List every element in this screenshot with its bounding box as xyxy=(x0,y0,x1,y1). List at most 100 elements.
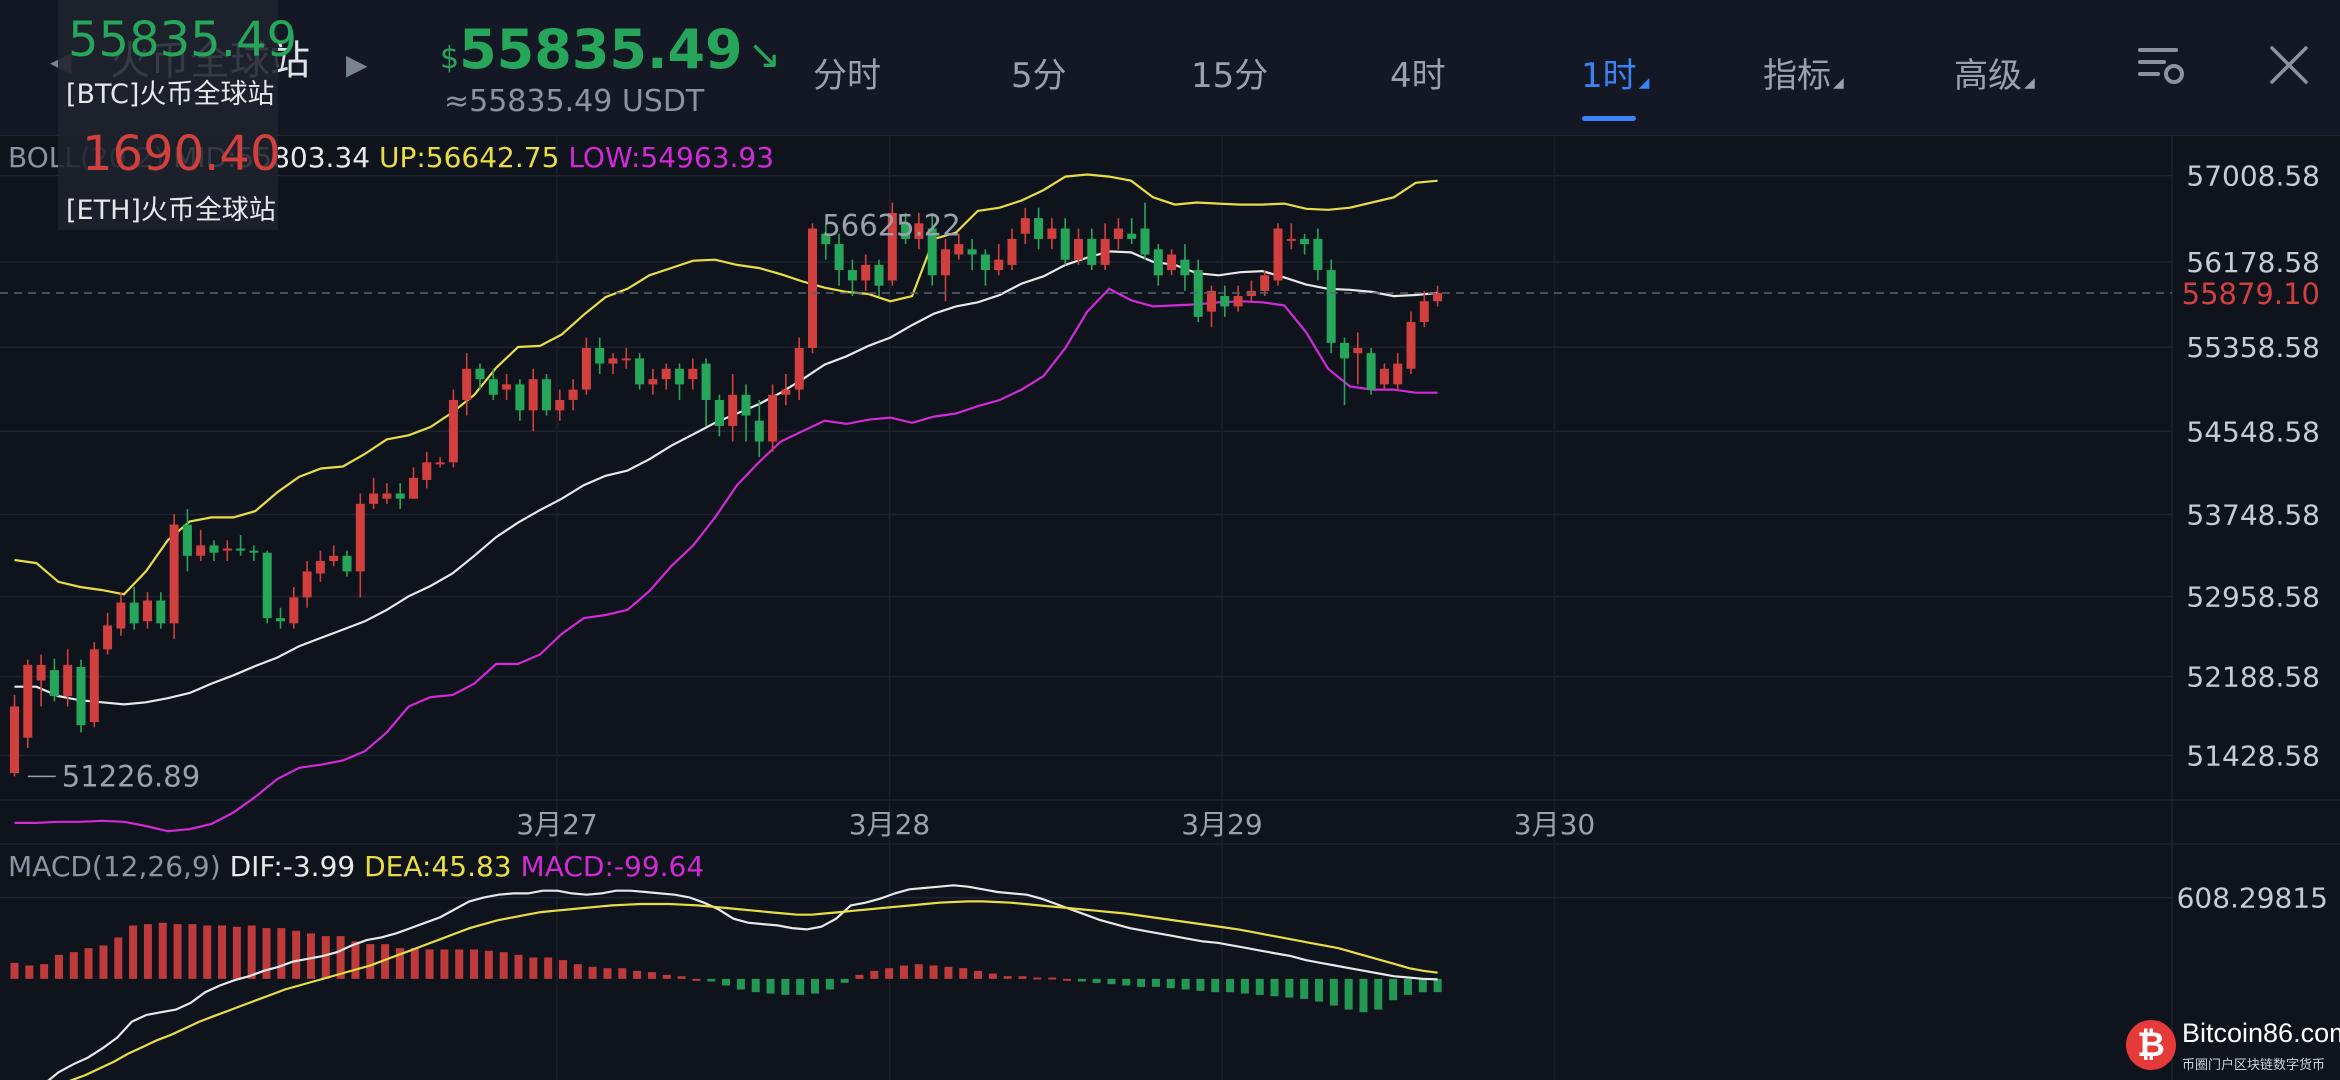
candle-body xyxy=(329,555,339,562)
candle-body xyxy=(1220,296,1230,307)
macd-histogram-bar xyxy=(1181,978,1190,990)
macd-histogram-bar xyxy=(143,924,152,979)
candle-body xyxy=(355,503,365,572)
tab-5min[interactable]: 5分 xyxy=(1011,48,1067,97)
macd-histogram-bar xyxy=(1270,978,1279,997)
y-tick-label: 54548.58 xyxy=(2186,415,2320,448)
tab-4hour[interactable]: 4时 xyxy=(1390,48,1446,97)
candle-body xyxy=(262,552,272,619)
macd-histogram-bar xyxy=(410,948,419,979)
macd-histogram-bar xyxy=(1033,977,1042,980)
candle-body xyxy=(1113,228,1123,239)
macd-histogram-bar xyxy=(10,962,19,979)
macd-histogram-bar xyxy=(292,930,301,979)
x-tick-label: 3月29 xyxy=(1181,808,1262,841)
x-tick-label: 3月30 xyxy=(1514,808,1595,841)
macd-histogram-bar xyxy=(425,949,434,979)
btc-price: 55835.49 xyxy=(68,12,298,68)
candle-body xyxy=(209,545,219,553)
macd-histogram-bar xyxy=(707,978,716,982)
active-tab-indicator xyxy=(1582,116,1636,121)
tab-15min[interactable]: 15分 xyxy=(1191,48,1268,97)
candle-body xyxy=(1260,275,1270,291)
candle-body xyxy=(488,379,498,395)
macd-histogram-bar xyxy=(988,973,997,979)
y-tick-label: 51428.58 xyxy=(2186,739,2320,772)
candle-body xyxy=(1313,238,1323,271)
close-icon[interactable] xyxy=(2268,44,2310,86)
x-tick-label: 3月28 xyxy=(849,808,930,841)
macd-histogram-bar xyxy=(114,937,123,979)
dropdown-caret-icon: ◢ xyxy=(1638,75,1650,91)
btc-label: [BTC]火币全球站 xyxy=(66,79,275,110)
candle-body xyxy=(342,555,352,572)
current-price-tag xyxy=(2176,273,2336,314)
candle-body xyxy=(36,664,46,681)
macd-histogram-bar xyxy=(499,952,508,979)
ticker-overlay[interactable]: 55835.49 [BTC]火币全球站 1690.40 [ETH]火币全球站 xyxy=(58,0,297,230)
candle-body xyxy=(63,664,73,697)
dropdown-caret-icon: ◢ xyxy=(1833,75,1844,91)
macd-histogram-bar xyxy=(1300,978,1309,999)
candle-body xyxy=(1060,228,1070,260)
candle-body xyxy=(49,670,59,697)
candle-body xyxy=(914,223,924,239)
tab-advanced[interactable]: 高级 ◢ xyxy=(1954,48,2035,97)
macd-histogram-bar xyxy=(99,945,108,979)
candle-body xyxy=(103,625,113,650)
candle-body xyxy=(1366,353,1376,390)
candle-body xyxy=(635,358,645,385)
macd-histogram-bar xyxy=(929,965,938,979)
candle-body xyxy=(196,545,206,556)
candle-body xyxy=(1419,301,1429,323)
macd-histogram-bar xyxy=(1240,978,1249,994)
macd-histogram-bar xyxy=(173,924,182,979)
macd-histogram-bar xyxy=(1003,976,1012,979)
candle-body xyxy=(249,550,259,553)
tab-label: 5分 xyxy=(1011,56,1067,96)
macd-histogram-bar xyxy=(974,970,983,979)
macd-histogram-bar xyxy=(188,924,197,979)
macd-histogram-bar xyxy=(1063,978,1072,981)
macd-dea-line xyxy=(69,900,1438,1080)
macd-histogram-bar xyxy=(247,925,256,979)
candle-body xyxy=(887,212,897,281)
macd-histogram-bar xyxy=(366,944,375,979)
macd-histogram-bar xyxy=(603,968,612,979)
candle-body xyxy=(661,368,671,380)
macd-histogram-bar xyxy=(277,928,286,979)
tab-indicators[interactable]: 指标 ◢ xyxy=(1763,48,1844,97)
candle-body xyxy=(1326,270,1336,343)
macd-histogram-bar xyxy=(1018,976,1027,979)
macd-dea: DEA:45.83 xyxy=(364,850,512,883)
macd-histogram-bar xyxy=(1285,978,1294,998)
candle-body xyxy=(714,399,724,426)
candle-body xyxy=(688,368,698,380)
chart-settings-icon[interactable] xyxy=(2136,42,2188,90)
y-tick-label: 55358.58 xyxy=(2186,331,2320,364)
x-tick-label: 3月27 xyxy=(516,808,597,841)
tab-timeline[interactable]: 分时 xyxy=(813,48,881,97)
candle-body xyxy=(1393,363,1403,385)
next-market-icon[interactable]: ▶ xyxy=(346,48,368,81)
candle-body xyxy=(143,600,152,622)
candle-body xyxy=(1127,233,1137,239)
candle-body xyxy=(1167,254,1177,271)
macd-histogram-bar xyxy=(158,922,167,979)
macd-histogram-bar xyxy=(736,978,745,990)
trend-down-icon: ↘ xyxy=(747,32,782,78)
candle-body xyxy=(89,649,99,723)
candle-body xyxy=(542,379,551,411)
watermark-text: Bitcoin86.com xyxy=(2182,1018,2340,1048)
macd-dif: DIF:-3.99 xyxy=(229,850,356,883)
tab-1hour[interactable]: 1时 ◢ xyxy=(1581,48,1649,97)
macd-histogram-bar xyxy=(1048,977,1057,980)
macd-histogram-bar xyxy=(1374,978,1383,1010)
macd-histogram-bar xyxy=(218,925,227,979)
macd-histogram-bar xyxy=(40,964,49,979)
macd-histogram-bar xyxy=(885,968,894,979)
candle-body xyxy=(515,384,525,411)
candle-body xyxy=(555,399,565,411)
macd-histogram-bar xyxy=(870,970,879,979)
